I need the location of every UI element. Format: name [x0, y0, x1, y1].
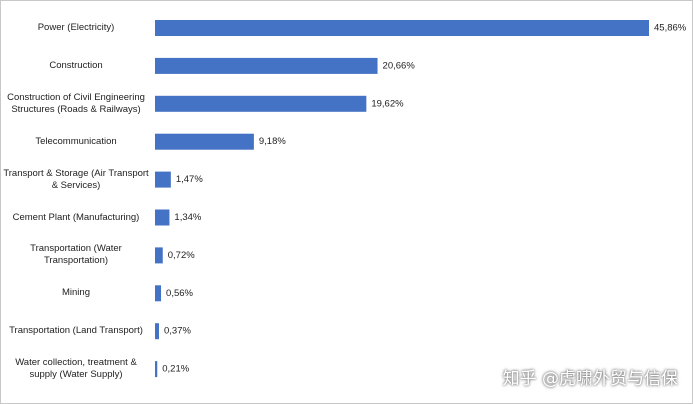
value-label: 45,86% — [654, 23, 687, 34]
value-label: 0,21% — [162, 364, 189, 375]
category-label: Telecommunication — [35, 135, 117, 147]
category-label: Transport & Storage (Air Transport & Ser… — [3, 167, 149, 191]
bar — [155, 171, 171, 188]
bar — [155, 247, 163, 264]
bar — [155, 57, 378, 74]
value-label: 20,66% — [383, 60, 416, 71]
value-label: 1,47% — [176, 174, 203, 185]
value-label: 19,62% — [371, 98, 404, 109]
category-label: Water collection, treatment & supply (Wa… — [15, 357, 137, 381]
bar — [155, 285, 162, 302]
category-label: Construction of Civil Engineering Struct… — [7, 91, 145, 115]
value-label: 1,34% — [174, 212, 201, 223]
category-label: Transportation (Water Transportation) — [30, 243, 122, 267]
category-label: Cement Plant (Manufacturing) — [12, 211, 140, 223]
value-label: 0,37% — [164, 326, 191, 337]
value-label: 9,18% — [259, 136, 286, 147]
bar — [155, 361, 158, 378]
value-label: 0,72% — [168, 250, 195, 261]
bar — [155, 133, 254, 150]
bar — [155, 323, 159, 340]
category-label: Construction — [49, 59, 103, 71]
category-label: Mining — [62, 287, 90, 299]
bar — [155, 20, 649, 36]
category-label: Transportation (Land Transport) — [9, 325, 143, 337]
bar — [155, 95, 367, 112]
bar — [155, 209, 170, 226]
category-label: Power (Electricity) — [37, 22, 115, 33]
value-label: 0,56% — [166, 288, 193, 299]
watermark: 知乎 @虎啸外贸与信保 — [502, 369, 678, 389]
